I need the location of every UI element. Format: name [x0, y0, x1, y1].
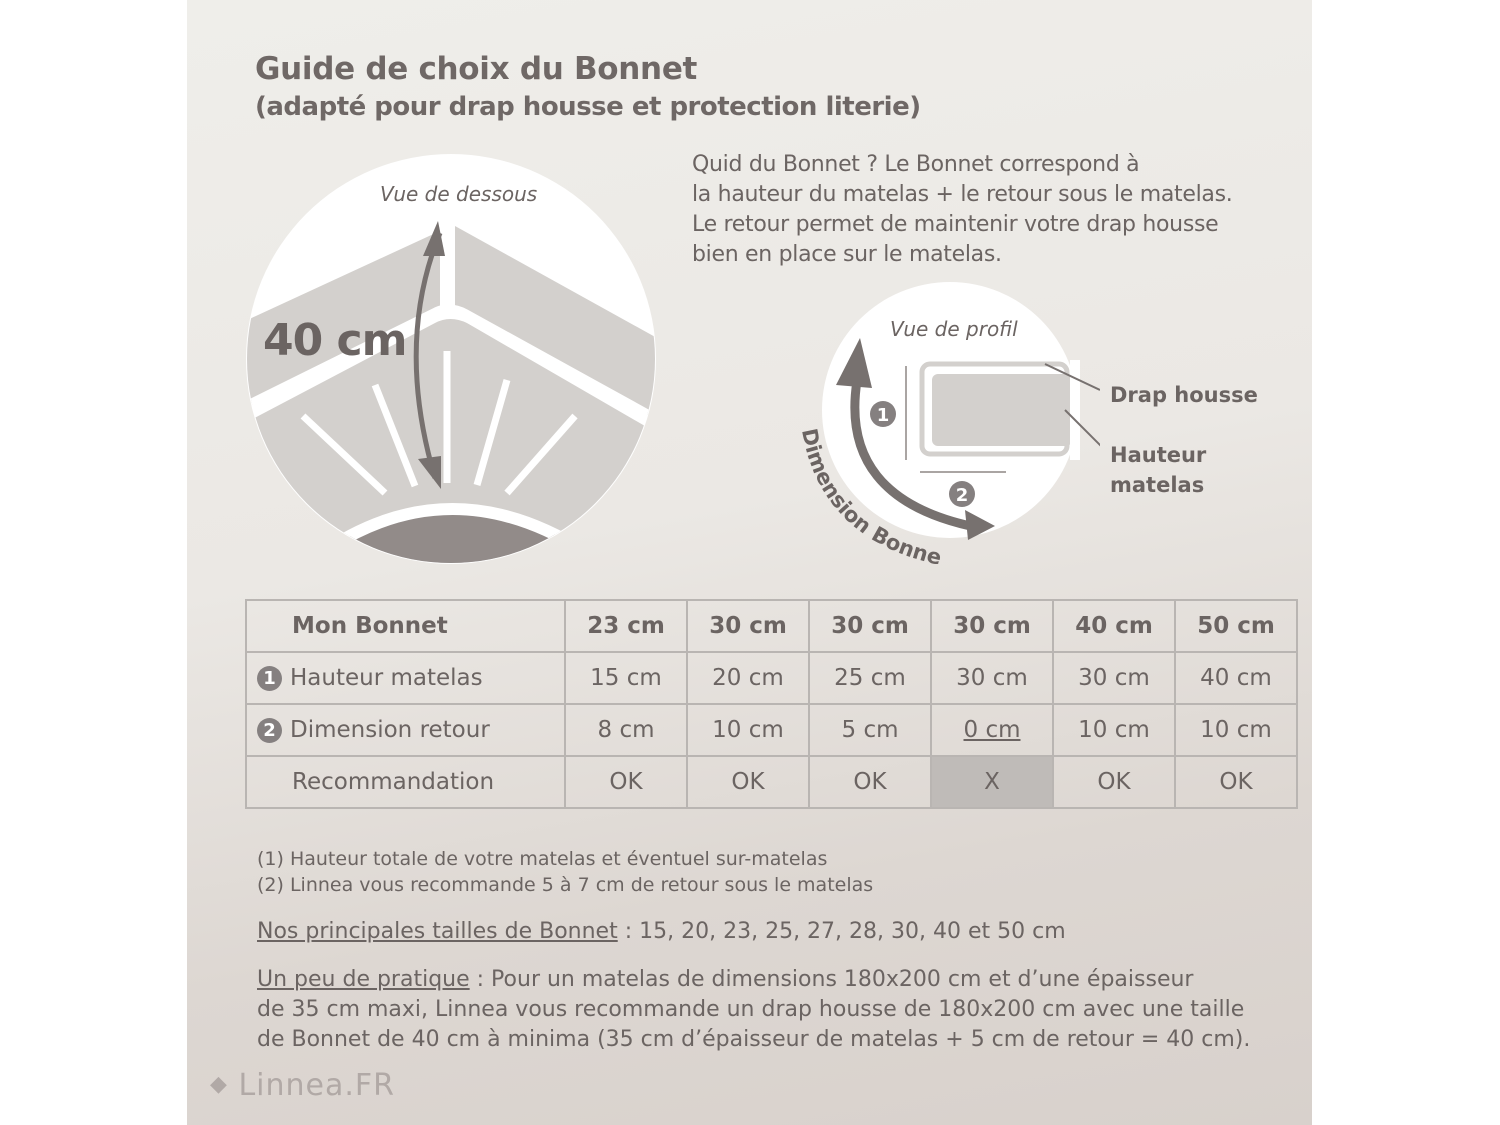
- table-cell: 10 cm: [1052, 703, 1176, 757]
- intro-line: Quid du Bonnet ? Le Bonnet correspond à: [692, 152, 1140, 177]
- table-cell: 10 cm: [1174, 703, 1298, 757]
- bonnet-arrow: [850, 374, 981, 533]
- table-cell: OK: [686, 755, 810, 809]
- practice-label: Un peu de pratique: [257, 967, 470, 992]
- number-badge: 1: [257, 666, 282, 691]
- table-cell: OK: [564, 755, 688, 809]
- header-cell: 30 cm: [930, 599, 1054, 653]
- marker-1: 1: [877, 405, 890, 426]
- table-cell: OK: [1174, 755, 1298, 809]
- table-cell: 15 cm: [564, 651, 688, 705]
- linnea-logo: ◆ Linnea.FR: [210, 1068, 395, 1103]
- table-cell: 10 cm: [686, 703, 810, 757]
- table-cell: 0 cm: [930, 703, 1054, 757]
- row-label-text: Hauteur matelas: [290, 665, 483, 691]
- profile-view-illustration: 1 2 Dimension Bonnet: [780, 280, 1100, 570]
- marker-2: 2: [956, 485, 969, 506]
- logo-icon: ◆: [210, 1072, 228, 1097]
- bonnet-measure: 40 cm: [263, 315, 407, 366]
- page-subtitle: (adapté pour drap housse et protection l…: [255, 92, 921, 122]
- profile-view-caption: Vue de profil: [890, 317, 1018, 341]
- bonnet-table: Mon Bonnet 23 cm 30 cm 30 cm 30 cm 40 cm…: [245, 599, 1298, 809]
- measure-arrow: [413, 232, 443, 479]
- header-cell: 30 cm: [686, 599, 810, 653]
- bottom-view-illustration: [246, 154, 656, 564]
- row-label: 2 Dimension retour: [245, 703, 566, 757]
- table-cell: 30 cm: [930, 651, 1054, 705]
- practice-text: Un peu de pratique : Pour un matelas de …: [257, 965, 1257, 1055]
- table-row: 1 Hauteur matelas 15 cm 20 cm 25 cm 30 cm…: [245, 651, 1298, 705]
- practice-line: de 35 cm maxi, Linnea vous recommande un…: [257, 997, 1245, 1022]
- intro-text: Quid du Bonnet ? Le Bonnet correspond à …: [692, 150, 1252, 270]
- sizes-values: : 15, 20, 23, 25, 27, 28, 30, 40 et 50 c…: [617, 919, 1066, 944]
- practice-line: de Bonnet de 40 cm à minima (35 cm d’épa…: [257, 1027, 1251, 1052]
- underlined-value: 0 cm: [963, 717, 1021, 743]
- table-cell: 30 cm: [1052, 651, 1176, 705]
- table-cell-not-recommended: X: [930, 755, 1054, 809]
- header-cell: 40 cm: [1052, 599, 1176, 653]
- table-cell: 40 cm: [1174, 651, 1298, 705]
- row-label: Recommandation: [245, 755, 566, 809]
- practice-line: : Pour un matelas de dimensions 180x200 …: [469, 967, 1194, 992]
- table-cell: OK: [808, 755, 932, 809]
- table-cell: OK: [1052, 755, 1176, 809]
- sizes-label: Nos principales tailles de Bonnet: [257, 919, 618, 944]
- table-row: Recommandation OK OK OK X OK OK: [245, 755, 1298, 809]
- footnote: (1) Hauteur totale de votre matelas et é…: [257, 848, 828, 870]
- header-label: Mon Bonnet: [245, 599, 566, 653]
- header-cell: 30 cm: [808, 599, 932, 653]
- bottom-view-caption: Vue de dessous: [380, 182, 538, 206]
- drap-housse-label: Drap housse: [1110, 383, 1258, 407]
- header-cell: 50 cm: [1174, 599, 1298, 653]
- table-header-row: Mon Bonnet 23 cm 30 cm 30 cm 30 cm 40 cm…: [245, 599, 1298, 653]
- logo-text: Linnea.FR: [238, 1068, 396, 1103]
- header-cell: 23 cm: [564, 599, 688, 653]
- footnote: (2) Linnea vous recommande 5 à 7 cm de r…: [257, 874, 874, 896]
- row-label-text: Dimension retour: [290, 717, 490, 743]
- table-cell: 20 cm: [686, 651, 810, 705]
- table-cell: 5 cm: [808, 703, 932, 757]
- intro-line: la hauteur du matelas + le retour sous l…: [692, 182, 1233, 207]
- number-badge: 2: [257, 718, 282, 743]
- page-title: Guide de choix du Bonnet: [255, 51, 698, 87]
- sizes-text: Nos principales tailles de Bonnet : 15, …: [257, 917, 1066, 947]
- footnotes: (1) Hauteur totale de votre matelas et é…: [257, 846, 873, 898]
- row-label: 1 Hauteur matelas: [245, 651, 566, 705]
- table-cell: 25 cm: [808, 651, 932, 705]
- intro-line: bien en place sur le matelas.: [692, 242, 1002, 267]
- hauteur-label: Hauteur: [1110, 443, 1207, 467]
- table-cell: 8 cm: [564, 703, 688, 757]
- matelas-label: matelas: [1110, 473, 1205, 497]
- intro-line: Le retour permet de maintenir votre drap…: [692, 212, 1219, 237]
- table-row: 2 Dimension retour 8 cm 10 cm 5 cm 0 cm 1…: [245, 703, 1298, 757]
